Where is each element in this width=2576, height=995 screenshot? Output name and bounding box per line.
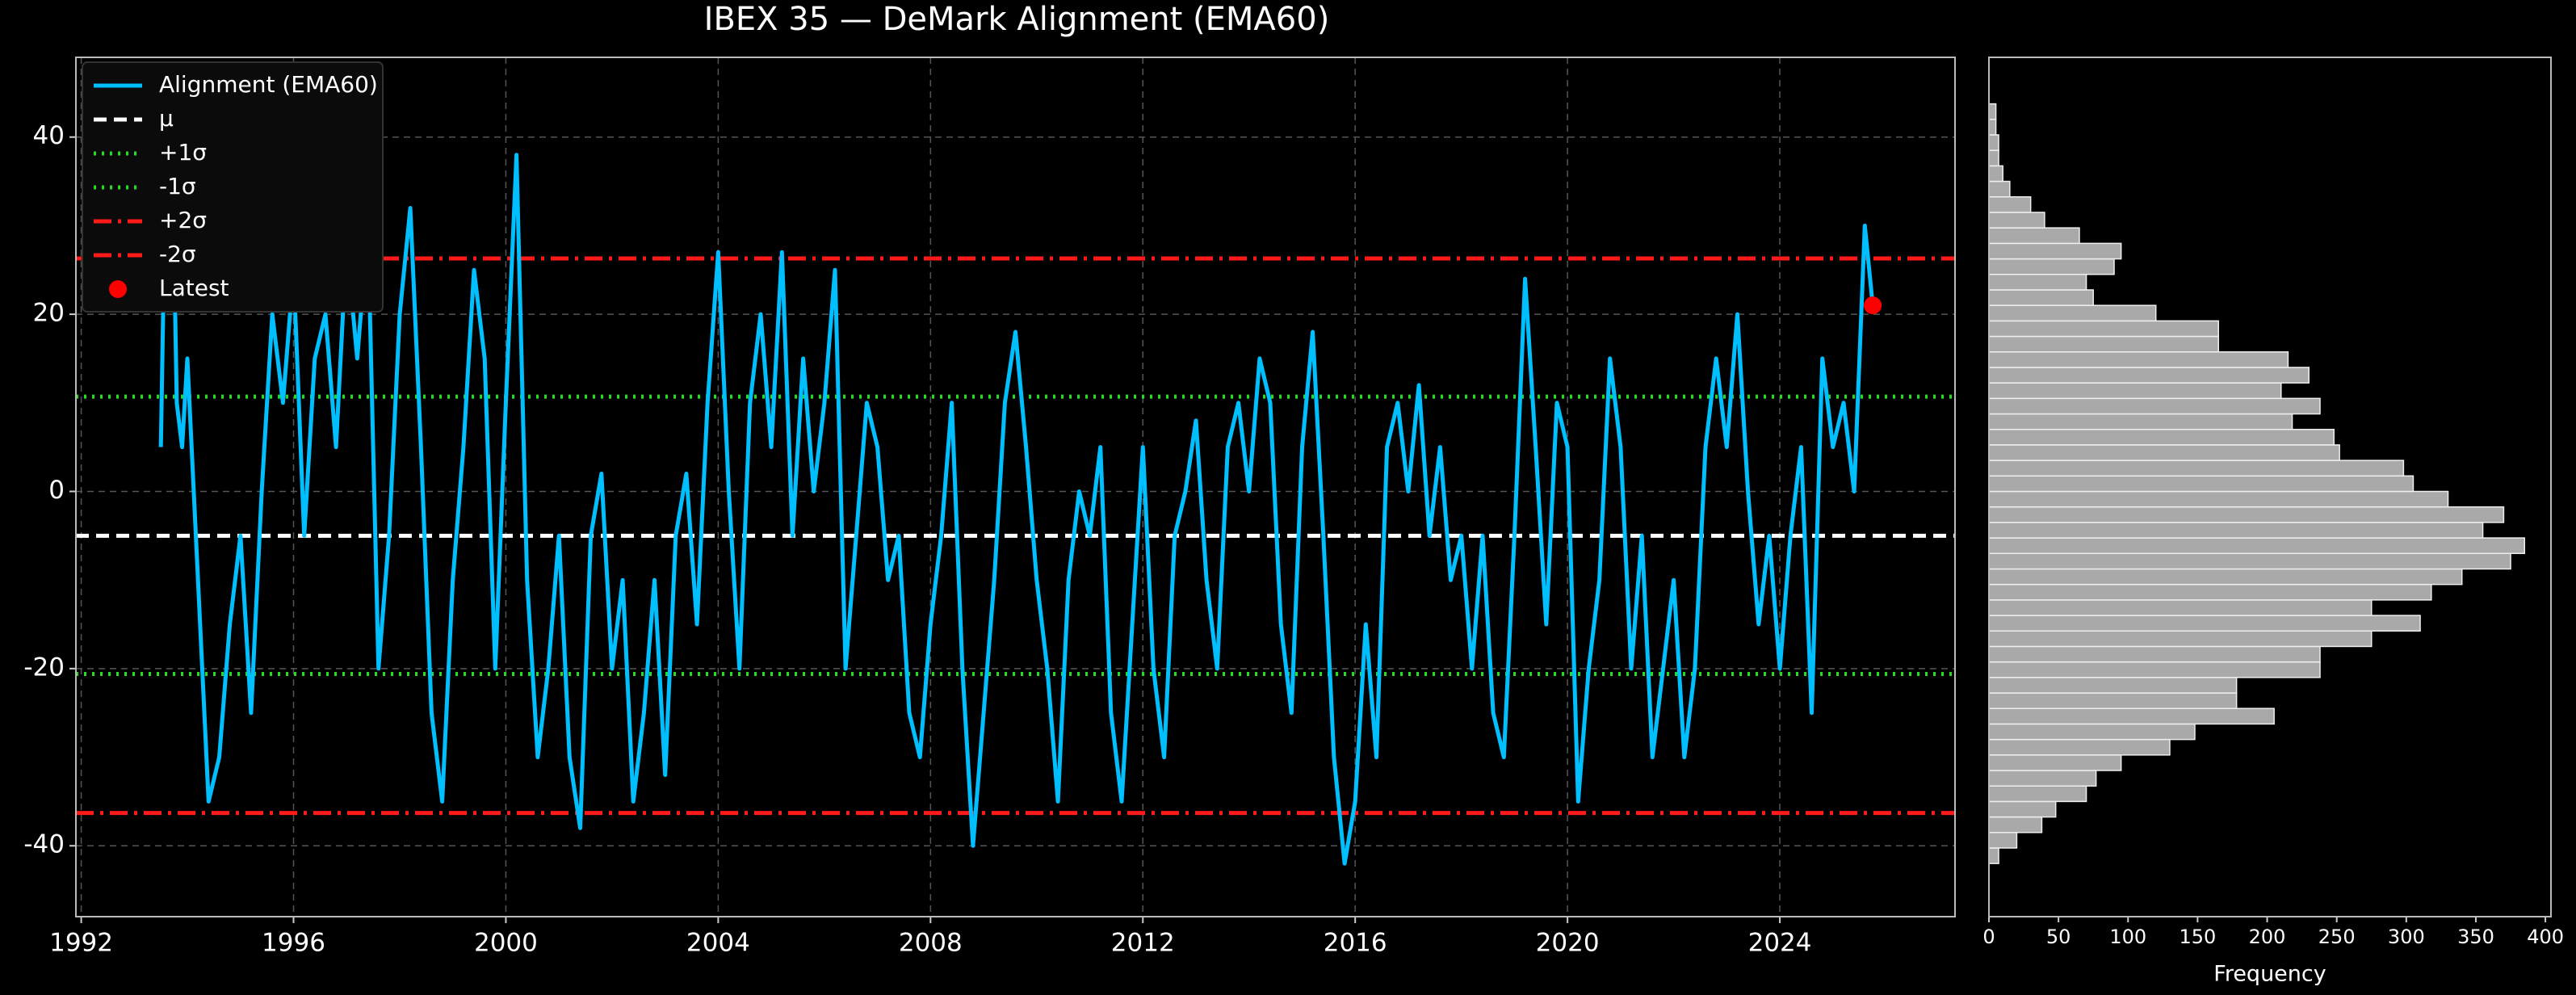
histogram-bar (1988, 707, 2275, 725)
y-tick-label: -20 (23, 653, 65, 682)
histogram-bar (1988, 289, 2094, 306)
histogram-bar (1988, 692, 2238, 709)
histogram-bar (1988, 119, 1997, 136)
histogram-bar (1988, 273, 2087, 291)
y-tick-label: -40 (23, 830, 65, 859)
histogram-bar (1988, 599, 2373, 616)
histogram-bar (1988, 258, 2115, 275)
histogram-bar (1988, 165, 2003, 183)
histogram-bar (1988, 568, 2463, 586)
histogram-bar (1988, 335, 2220, 353)
x-tick-label: 50 (2046, 926, 2071, 948)
x-tick-label: 350 (2457, 926, 2494, 948)
histogram-bar (1988, 738, 2171, 756)
series-line (158, 99, 1875, 866)
histogram-bar (1988, 475, 2414, 493)
histogram-bar (1988, 615, 2421, 632)
histogram-bar (1988, 770, 2097, 787)
y-tick-label: 40 (33, 121, 65, 150)
histogram-bar (1988, 847, 1999, 864)
x-tick-label: 2008 (899, 929, 963, 958)
x-axis-label: Frequency (2213, 962, 2326, 987)
y-tick-label: 0 (48, 476, 65, 505)
x-tick-label: 0 (1982, 926, 1995, 948)
histogram-bar (1988, 367, 2310, 384)
plot-frame (1988, 57, 2552, 917)
histogram-bar (1988, 212, 2045, 229)
x-tick-label: 2004 (686, 929, 750, 958)
histogram-bar (1988, 661, 2321, 678)
histogram-bar (1988, 785, 2087, 803)
legend-swatch (109, 280, 127, 298)
histogram-bar (1988, 490, 2449, 508)
legend-label: -2σ (159, 241, 196, 267)
plot-frame (75, 57, 1956, 917)
histogram-bar (1988, 800, 2057, 818)
legend-label: +1σ (159, 139, 207, 166)
histogram-bar (1988, 382, 2282, 400)
x-tick-label: 2020 (1536, 929, 1600, 958)
latest-point (1864, 296, 1882, 315)
histogram-bar (1988, 460, 2405, 477)
histogram-bar (1988, 180, 2011, 198)
histogram-bar (1988, 428, 2335, 446)
histogram-bar (1988, 522, 2484, 539)
histogram-bar (1988, 397, 2321, 415)
legend-label: Alignment (EMA60) (159, 71, 378, 98)
histogram-bar (1988, 320, 2220, 338)
histogram-bar (1988, 552, 2511, 570)
x-tick-label: 150 (2180, 926, 2217, 948)
histogram-bar (1988, 227, 2080, 245)
legend-label: Latest (159, 275, 229, 301)
x-tick-label: 100 (2109, 926, 2146, 948)
x-tick-label: 2024 (1748, 929, 1812, 958)
x-tick-label: 2016 (1324, 929, 1387, 958)
histogram-bar (1988, 630, 2373, 648)
histogram-bar (1988, 723, 2196, 741)
histogram-bar (1988, 832, 2018, 849)
x-tick-label: 1996 (262, 929, 325, 958)
legend-label: +2σ (159, 207, 207, 233)
histogram-bar (1988, 196, 2032, 213)
histogram-bar (1988, 583, 2432, 601)
histogram-bar (1988, 351, 2289, 368)
x-tick-label: 2000 (474, 929, 538, 958)
legend-label: μ (159, 105, 174, 132)
chart-title: IBEX 35 — DeMark Alignment (EMA60) (704, 1, 1330, 38)
histogram-bar (1988, 304, 2157, 322)
histogram-bar (1988, 134, 1999, 151)
histogram-bar (1988, 537, 2526, 555)
histogram-bar (1988, 645, 2321, 663)
legend-label: -1σ (159, 173, 196, 199)
x-tick-label: 300 (2388, 926, 2425, 948)
y-tick-label: 20 (33, 299, 65, 328)
legend: Alignment (EMA60) μ +1σ -1σ +2σ -2σ Latest (82, 61, 384, 313)
histogram-bar (1988, 754, 2122, 771)
histogram-bar (1988, 149, 1999, 167)
x-tick-label: 2012 (1111, 929, 1175, 958)
histogram-bar (1988, 816, 2043, 833)
x-tick-label: 400 (2527, 926, 2564, 948)
x-tick-label: 200 (2249, 926, 2286, 948)
x-tick-label: 250 (2318, 926, 2356, 948)
histogram-bar (1988, 444, 2340, 461)
histogram-bar (1988, 413, 2293, 430)
histogram-bar (1988, 103, 1997, 120)
legend-box (82, 61, 384, 313)
x-tick-label: 1992 (49, 929, 113, 958)
histogram-bar (1988, 506, 2505, 523)
histogram-bar (1988, 242, 2122, 260)
histogram-bar (1988, 677, 2238, 694)
